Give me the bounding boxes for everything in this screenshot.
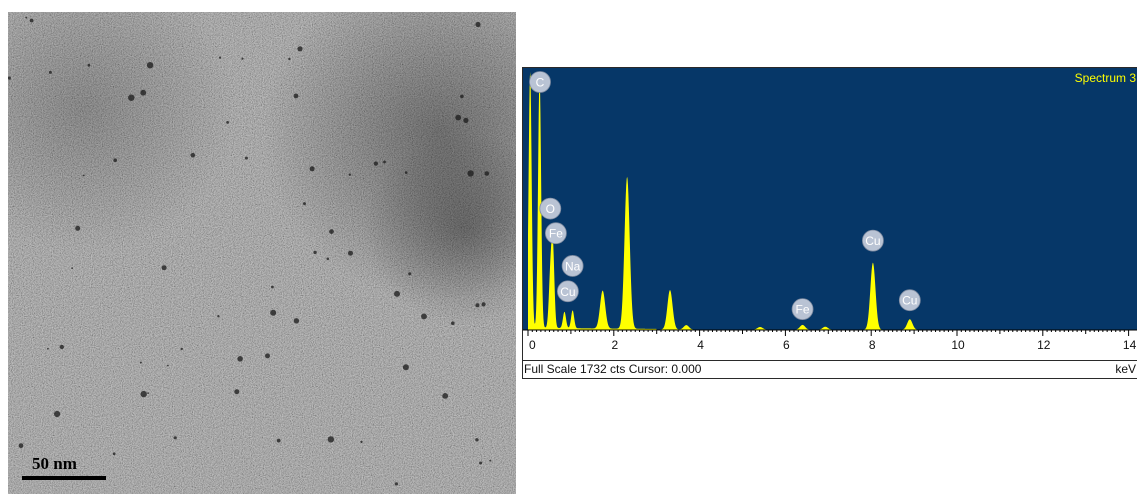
chart-title: Spectrum 3 [1075, 71, 1137, 85]
element-label-na: Na [561, 255, 584, 277]
element-label-text: C [536, 75, 545, 89]
x-tick-label: 2 [611, 338, 618, 352]
element-label-badge [898, 289, 921, 312]
x-tick-label: 8 [869, 338, 876, 352]
element-label-fe: Fe [544, 222, 567, 245]
tem-image-texture [8, 12, 516, 494]
element-label-cu: Cu [862, 229, 884, 252]
x-tick-label: 6 [783, 338, 790, 352]
element-label-text: Fe [796, 303, 810, 317]
scale-bar: 50 nm [22, 454, 106, 484]
element-label-fe: Fe [791, 298, 814, 321]
plot-background [523, 68, 1137, 330]
scale-bar-line [22, 476, 106, 480]
element-label-c: C [529, 71, 551, 93]
x-tick-label: 10 [951, 338, 965, 352]
element-label-badge [556, 280, 579, 303]
element-label-text: Na [565, 259, 581, 273]
element-label-cu: Cu [556, 280, 579, 303]
element-label-badge [862, 229, 884, 252]
x-tick-label: 12 [1037, 338, 1051, 352]
element-label-text: Cu [560, 285, 575, 299]
x-tick-label: 4 [697, 338, 704, 352]
element-label-o: O [539, 197, 562, 220]
element-label-text: Cu [902, 294, 917, 308]
element-label-text: O [546, 202, 555, 216]
eds-spectrum-chart: C O Fe Na Cu Fe Cu Cu 0 2 4 6 8 10 12 14 Spectrum 3 Fu… [522, 67, 1137, 379]
x-axis-unit: keV [1115, 362, 1136, 376]
x-tick-label: 0 [529, 338, 536, 352]
x-tick-label: 14 [1123, 338, 1137, 352]
element-label-text: Fe [549, 227, 563, 241]
scale-bar-label: 50 nm [32, 454, 77, 473]
element-label-cu: Cu [898, 289, 921, 312]
eds-plot-area: C O Fe Na Cu Fe Cu Cu 0 2 4 6 8 10 12 14 Spectrum 3 [523, 68, 1137, 352]
element-label-badge [544, 222, 567, 245]
element-label-badge [529, 71, 551, 93]
status-footer: Full Scale 1732 cts Cursor: 0.000 keV [523, 360, 1137, 378]
tem-micrograph: 50 nm [8, 12, 516, 494]
footer-scale-cursor: Full Scale 1732 cts Cursor: 0.000 [524, 362, 702, 376]
element-label-badge [561, 255, 584, 277]
element-label-badge [539, 197, 562, 220]
element-label-badge [791, 298, 814, 321]
element-label-text: Cu [865, 234, 880, 248]
